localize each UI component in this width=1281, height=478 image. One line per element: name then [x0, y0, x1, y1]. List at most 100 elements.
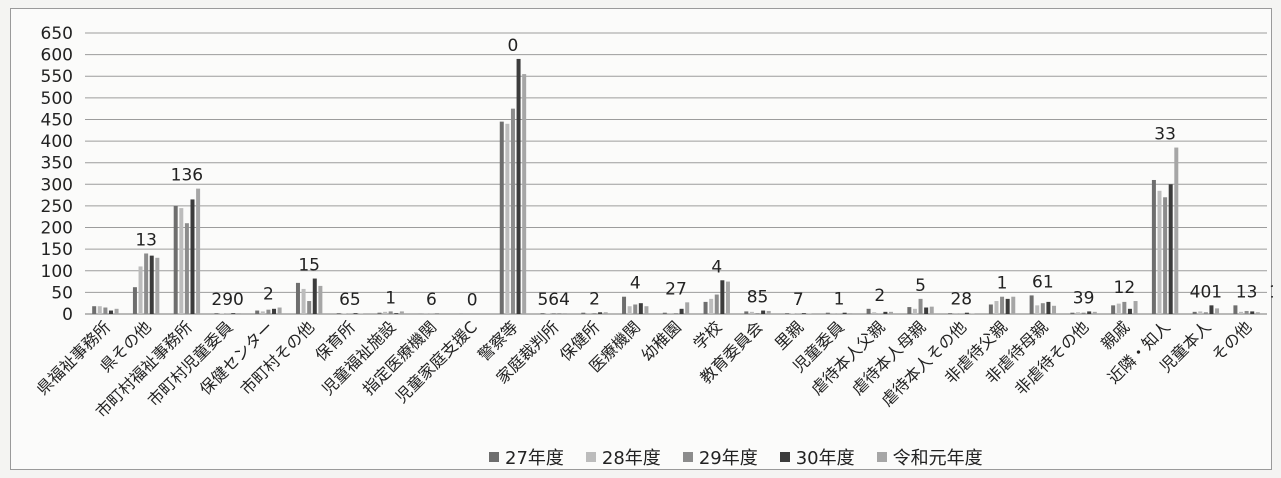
data-label: 13 — [135, 230, 157, 250]
y-tick-label: 500 — [41, 89, 73, 109]
bar-3-11 — [551, 313, 556, 314]
y-tick-label: 350 — [41, 154, 73, 174]
bar-3-4 — [266, 309, 271, 314]
data-label: 1 — [997, 274, 1008, 294]
bar-3-24 — [1081, 312, 1086, 314]
bar-2-23 — [1035, 305, 1040, 314]
legend-swatch — [876, 452, 887, 462]
bar-2-15 — [709, 298, 714, 314]
legend-swatch — [585, 452, 596, 462]
bar-1-7 — [377, 312, 382, 314]
bar-1-0 — [92, 306, 97, 314]
bar-3-28 — [1244, 310, 1249, 314]
data-label: 27 — [665, 279, 687, 299]
data-label: 4 — [711, 257, 722, 277]
bar-1-21 — [948, 313, 953, 314]
data-label: 65 — [339, 290, 361, 310]
bar-4-16 — [761, 310, 766, 314]
bar-1-1 — [132, 287, 137, 314]
data-label: 33 — [1154, 125, 1176, 145]
bar-2-0 — [97, 306, 102, 314]
bar-1-25 — [1111, 305, 1116, 314]
bar-4-15 — [720, 280, 725, 314]
data-label: 13 — [1236, 282, 1258, 302]
bar-4-0 — [108, 310, 113, 314]
y-tick-label: 50 — [51, 283, 73, 303]
bar-2-19 — [872, 312, 877, 314]
bar-3-7 — [388, 311, 393, 314]
legend-label: 28年度 — [601, 448, 661, 469]
bar-4-7 — [394, 313, 399, 314]
y-tick-label: 150 — [41, 240, 73, 260]
bar-1-28 — [1233, 305, 1238, 314]
bar-5-18 — [848, 313, 853, 314]
bar-1-24 — [1070, 312, 1075, 314]
bar-5-5 — [318, 285, 323, 314]
bar-3-1 — [144, 253, 149, 314]
bar-3-23 — [1040, 303, 1045, 314]
bar-4-10 — [516, 58, 521, 314]
x-category-label: その他 — [1208, 317, 1255, 364]
bar-5-23 — [1052, 305, 1057, 314]
data-label: 28 — [950, 290, 972, 310]
bar-4-1 — [149, 255, 154, 314]
y-tick-label: 250 — [41, 197, 73, 217]
x-category-label: 学校 — [690, 317, 726, 353]
bar-1-16 — [744, 311, 749, 314]
bar-2-12 — [586, 313, 591, 314]
bar-1-12 — [581, 312, 586, 314]
bar-5-26 — [1174, 147, 1179, 314]
bar-5-12 — [603, 312, 608, 314]
x-category-label: 幼稚園 — [637, 317, 684, 364]
data-label: 2 — [589, 289, 600, 309]
bar-3-5 — [307, 301, 312, 314]
data-label: 39 — [1073, 288, 1095, 308]
y-tick-label: 300 — [41, 175, 73, 195]
y-tick-label: 100 — [41, 262, 73, 282]
bar-3-20 — [918, 298, 923, 314]
bar-5-2 — [196, 188, 201, 314]
bar-4-12 — [598, 312, 603, 314]
bar-1-19 — [866, 308, 871, 314]
bar-4-28 — [1250, 311, 1255, 314]
bar-1-27 — [1192, 311, 1197, 314]
legend-label: 27年度 — [505, 448, 564, 469]
bar-2-26 — [1157, 190, 1162, 314]
bar-4-19 — [883, 311, 888, 314]
bar-3-12 — [592, 313, 597, 314]
bar-2-22 — [994, 301, 999, 314]
data-label: 6 — [426, 290, 437, 310]
bar-4-17 — [801, 313, 806, 314]
bar-1-10 — [499, 121, 504, 314]
y-tick-label: 0 — [62, 305, 73, 325]
bar-1-3 — [214, 313, 219, 314]
legend-item: 27年度 — [489, 444, 564, 470]
bar-3-13 — [633, 304, 638, 314]
legend-swatch — [779, 452, 790, 462]
bar-2-14 — [668, 313, 673, 314]
data-label: 136 — [171, 166, 203, 186]
bar-3-16 — [755, 313, 760, 314]
data-label: 12 — [1114, 278, 1136, 298]
legend-item: 令和元年度 — [876, 444, 983, 470]
data-label: 2 — [263, 285, 274, 305]
bar-2-4 — [260, 311, 265, 314]
bar-2-8 — [423, 313, 428, 314]
bar-2-21 — [953, 313, 958, 314]
bar-5-15 — [725, 281, 730, 314]
data-label: 15 — [298, 256, 320, 276]
bar-3-27 — [1203, 312, 1208, 314]
bar-3-22 — [1000, 296, 1005, 314]
bar-5-10 — [522, 74, 527, 314]
bar-5-14 — [685, 302, 690, 314]
bar-1-14 — [662, 312, 667, 314]
bar-4-23 — [1046, 301, 1051, 314]
bar-4-24 — [1087, 311, 1092, 314]
bar-1-6 — [336, 313, 341, 314]
bar-3-25 — [1122, 301, 1127, 314]
data-label: 401 — [1190, 282, 1222, 302]
bar-4-13 — [638, 303, 643, 314]
bar-2-25 — [1116, 303, 1121, 314]
bar-2-7 — [383, 311, 388, 314]
legend-item: 30年度 — [779, 444, 855, 470]
